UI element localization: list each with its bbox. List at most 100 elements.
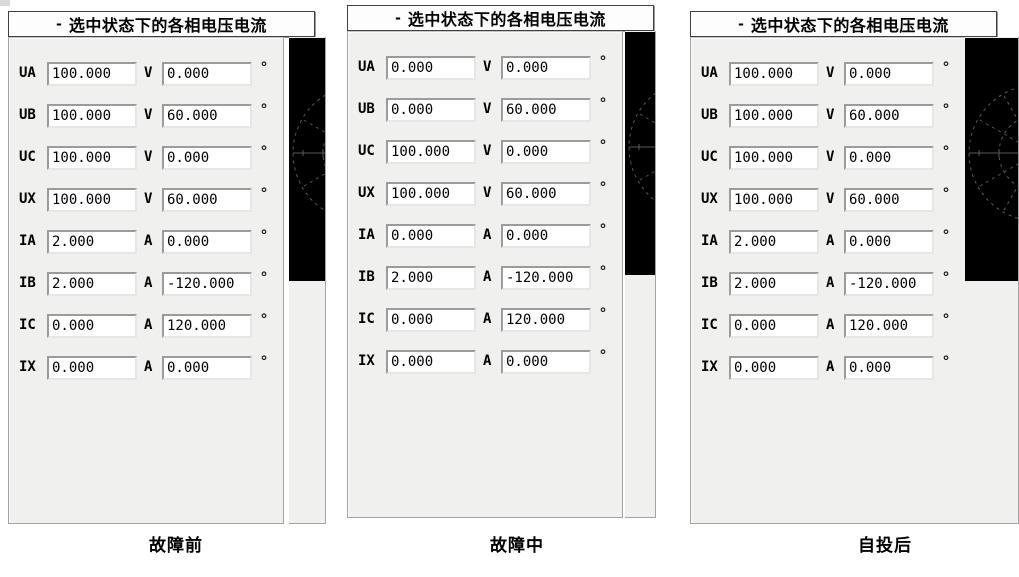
- unit-label: A: [483, 269, 492, 285]
- angle-field[interactable]: 60.000: [162, 188, 252, 212]
- phase-label: UA: [358, 59, 375, 75]
- magnitude-field[interactable]: 0.000: [47, 314, 137, 338]
- degree-symbol: °: [943, 59, 949, 76]
- magnitude-field[interactable]: 100.000: [47, 146, 137, 170]
- collapse-minus-icon[interactable]: -: [395, 7, 401, 27]
- unit-label: A: [826, 275, 835, 291]
- magnitude-field[interactable]: 0.000: [386, 98, 476, 122]
- angle-field[interactable]: -120.000: [844, 272, 934, 296]
- angle-field[interactable]: 0.000: [844, 356, 934, 380]
- angle-field[interactable]: 0.000: [162, 62, 252, 86]
- angle-field[interactable]: 0.000: [501, 224, 591, 248]
- phase-values-panel: UA 0.000 V 0.000 ° UB 0.000 V 60.000 ° UC 100.000 V 0…: [347, 31, 623, 518]
- phasor-diagram: [625, 32, 655, 275]
- magnitude-field[interactable]: 0.000: [386, 350, 476, 374]
- phase-label: UX: [358, 185, 375, 201]
- magnitude-field[interactable]: 100.000: [729, 62, 819, 86]
- magnitude-field[interactable]: 100.000: [729, 188, 819, 212]
- magnitude-field[interactable]: 0.000: [386, 224, 476, 248]
- magnitude-field[interactable]: 100.000: [47, 62, 137, 86]
- phase-label: UB: [701, 107, 718, 123]
- magnitude-field[interactable]: 100.000: [729, 104, 819, 128]
- magnitude-field[interactable]: 0.000: [47, 356, 137, 380]
- magnitude-field[interactable]: 100.000: [386, 182, 476, 206]
- magnitude-field[interactable]: 2.000: [47, 272, 137, 296]
- phase-label: UC: [701, 149, 718, 165]
- phase-row-ia: IA 2.000 A 0.000 °: [9, 227, 283, 273]
- degree-symbol: °: [600, 53, 606, 70]
- angle-field[interactable]: 60.000: [501, 182, 591, 206]
- panel-titlebar[interactable]: - 选中状态下的各相电压电流: [690, 11, 997, 37]
- degree-symbol: °: [943, 311, 949, 328]
- angle-field[interactable]: 120.000: [844, 314, 934, 338]
- collapse-minus-icon[interactable]: -: [56, 13, 62, 33]
- phase-values-panel: UA 100.000 V 0.000 ° UB 100.000 V 60.000 ° UC 100.0…: [8, 37, 284, 524]
- unit-label: V: [483, 101, 492, 117]
- magnitude-field[interactable]: 100.000: [729, 146, 819, 170]
- magnitude-field[interactable]: 0.000: [729, 356, 819, 380]
- degree-symbol: °: [943, 143, 949, 160]
- angle-field[interactable]: 60.000: [162, 104, 252, 128]
- unit-label: A: [826, 359, 835, 375]
- degree-symbol: °: [600, 347, 606, 364]
- degree-symbol: °: [261, 269, 267, 286]
- caption-pre-fault: 故障前: [149, 536, 203, 555]
- angle-field[interactable]: 0.000: [501, 140, 591, 164]
- phase-row-ux: UX 100.000 V 60.000 °: [691, 185, 965, 231]
- state-panel-after-auto-transfer: - 选中状态下的各相电压电流 UA 100.000 V 0.000 ° UB 100.000…: [690, 11, 1019, 526]
- collapse-minus-icon[interactable]: -: [738, 13, 744, 33]
- unit-label: V: [826, 107, 835, 123]
- phase-label: IX: [19, 359, 36, 375]
- unit-label: V: [826, 191, 835, 207]
- angle-field[interactable]: 0.000: [844, 230, 934, 254]
- phase-label: UC: [19, 149, 36, 165]
- phase-row-ic: IC 0.000 A 120.000 °: [691, 311, 965, 357]
- phase-label: IC: [701, 317, 718, 333]
- angle-field[interactable]: 0.000: [162, 356, 252, 380]
- magnitude-field[interactable]: 100.000: [47, 188, 137, 212]
- angle-field[interactable]: 0.000: [162, 230, 252, 254]
- angle-field[interactable]: 60.000: [844, 104, 934, 128]
- angle-field[interactable]: 120.000: [501, 308, 591, 332]
- unit-label: A: [144, 275, 153, 291]
- magnitude-field[interactable]: 2.000: [729, 272, 819, 296]
- crop-artifact: [0, 0, 10, 6]
- unit-label: V: [144, 107, 153, 123]
- phasor-diagram: [289, 38, 325, 281]
- angle-field[interactable]: 60.000: [501, 98, 591, 122]
- angle-field[interactable]: -120.000: [162, 272, 252, 296]
- caption-during-fault: 故障中: [490, 536, 544, 555]
- degree-symbol: °: [600, 263, 606, 280]
- angle-field[interactable]: 0.000: [162, 146, 252, 170]
- state-panel-during-fault: - 选中状态下的各相电压电流 UA 0.000 V 0.000 ° UB 0.000 V 60.…: [347, 5, 657, 520]
- angle-field[interactable]: 0.000: [844, 146, 934, 170]
- angle-field[interactable]: 120.000: [162, 314, 252, 338]
- panel-titlebar[interactable]: - 选中状态下的各相电压电流: [8, 11, 315, 37]
- unit-label: V: [483, 59, 492, 75]
- phase-row-ix: IX 0.000 A 0.000 °: [691, 353, 965, 399]
- degree-symbol: °: [261, 353, 267, 370]
- magnitude-field[interactable]: 100.000: [386, 140, 476, 164]
- phase-row-uc: UC 100.000 V 0.000 °: [9, 143, 283, 189]
- magnitude-field[interactable]: 2.000: [729, 230, 819, 254]
- phase-label: IB: [358, 269, 375, 285]
- magnitude-field[interactable]: 2.000: [386, 266, 476, 290]
- angle-field[interactable]: 0.000: [844, 62, 934, 86]
- unit-label: A: [826, 233, 835, 249]
- magnitude-field[interactable]: 0.000: [729, 314, 819, 338]
- panel-titlebar[interactable]: - 选中状态下的各相电压电流: [347, 5, 654, 31]
- angle-field[interactable]: 0.000: [501, 350, 591, 374]
- angle-field[interactable]: -120.000: [501, 266, 591, 290]
- angle-field[interactable]: 0.000: [501, 56, 591, 80]
- magnitude-field[interactable]: 0.000: [386, 308, 476, 332]
- phasor-diagram: [965, 38, 1018, 281]
- magnitude-field[interactable]: 0.000: [386, 56, 476, 80]
- phase-label: UA: [19, 65, 36, 81]
- phase-label: UX: [19, 191, 36, 207]
- magnitude-field[interactable]: 2.000: [47, 230, 137, 254]
- magnitude-field[interactable]: 100.000: [47, 104, 137, 128]
- phase-label: IA: [358, 227, 375, 243]
- phase-label: UC: [358, 143, 375, 159]
- angle-field[interactable]: 60.000: [844, 188, 934, 212]
- degree-symbol: °: [261, 101, 267, 118]
